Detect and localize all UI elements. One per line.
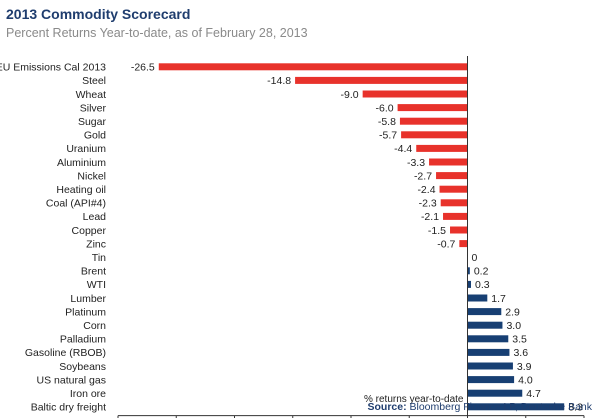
bar-12 bbox=[450, 226, 468, 234]
value-label-13: -0.7 bbox=[437, 238, 455, 250]
bar-11 bbox=[443, 212, 468, 220]
value-label-19: 3.0 bbox=[506, 320, 521, 332]
value-label-2: -9.0 bbox=[341, 89, 359, 101]
category-label-16: WTI bbox=[87, 279, 106, 291]
category-label-25: Baltic dry freight bbox=[31, 402, 106, 414]
bar-8 bbox=[436, 172, 468, 180]
value-label-11: -2.1 bbox=[421, 211, 439, 223]
value-label-0: -26.5 bbox=[131, 62, 155, 74]
bar-5 bbox=[401, 131, 468, 139]
bar-20 bbox=[467, 335, 509, 343]
value-label-7: -3.3 bbox=[407, 157, 425, 169]
category-label-4: Sugar bbox=[78, 116, 107, 128]
category-label-21: Gasoline (RBOB) bbox=[25, 347, 106, 359]
bar-9 bbox=[439, 185, 468, 193]
bar-18 bbox=[467, 308, 502, 316]
bar-17 bbox=[467, 294, 488, 302]
bar-15 bbox=[467, 267, 470, 275]
category-label-7: Aluminium bbox=[57, 157, 106, 169]
category-label-11: Lead bbox=[83, 211, 107, 223]
value-label-6: -4.4 bbox=[394, 143, 412, 155]
value-label-16: 0.3 bbox=[475, 279, 490, 291]
bar-7 bbox=[429, 158, 468, 166]
category-label-15: Brent bbox=[81, 266, 106, 278]
value-label-5: -5.7 bbox=[379, 130, 397, 142]
source-label: Source: bbox=[367, 401, 407, 413]
bar-2 bbox=[362, 90, 468, 98]
category-label-1: Steel bbox=[82, 75, 106, 87]
bar-1 bbox=[295, 76, 468, 84]
source-note: Source: Bloomberg Finance LP, Deutsche B… bbox=[367, 401, 592, 413]
category-label-22: Soybeans bbox=[59, 361, 106, 373]
category-label-23: US natural gas bbox=[37, 374, 106, 386]
value-labels-group: -26.5 -14.8 -9.0 -6.0 -5.8 -5.7-4.4 -3.3-2.7 -2… bbox=[131, 62, 583, 414]
value-label-18: 2.9 bbox=[505, 306, 520, 318]
category-label-13: Zinc bbox=[86, 238, 106, 250]
category-label-3: Silver bbox=[80, 102, 107, 114]
value-label-4: -5.8 bbox=[378, 116, 396, 128]
category-label-9: Heating oil bbox=[56, 184, 106, 196]
category-label-12: Copper bbox=[72, 225, 107, 237]
category-label-19: Corn bbox=[83, 320, 106, 332]
value-label-1: -14.8 bbox=[267, 75, 291, 87]
category-label-0: EU Emissions Cal 2013 bbox=[0, 62, 106, 74]
value-label-14: 0 bbox=[472, 252, 478, 264]
value-label-9: -2.4 bbox=[417, 184, 435, 196]
bar-16 bbox=[467, 280, 471, 288]
chart-title: 2013 Commodity Scorecard bbox=[6, 6, 191, 22]
category-label-20: Palladium bbox=[60, 334, 106, 346]
chart-annotation: % returns year-to-date bbox=[364, 394, 464, 405]
category-label-10: Coal (API#4) bbox=[46, 198, 106, 210]
value-label-10: -2.3 bbox=[419, 198, 437, 210]
bar-22 bbox=[467, 362, 513, 370]
value-label-24: 4.7 bbox=[526, 388, 541, 400]
bar-19 bbox=[467, 321, 503, 329]
category-label-24: Iron ore bbox=[70, 388, 106, 400]
category-label-6: Uranium bbox=[66, 143, 106, 155]
value-label-15: 0.2 bbox=[474, 266, 489, 278]
category-label-18: Platinum bbox=[65, 306, 106, 318]
value-label-3: -6.0 bbox=[376, 102, 394, 114]
value-label-17: 1.7 bbox=[491, 293, 506, 305]
value-label-8: -2.7 bbox=[414, 170, 432, 182]
bars-group bbox=[158, 63, 565, 411]
bar-21 bbox=[467, 348, 510, 356]
bar-10 bbox=[440, 199, 468, 207]
category-label-14: Tin bbox=[92, 252, 106, 264]
value-label-21: 3.6 bbox=[513, 347, 528, 359]
bar-4 bbox=[399, 117, 468, 125]
category-label-17: Lumber bbox=[70, 293, 106, 305]
value-label-23: 4.0 bbox=[518, 374, 533, 386]
chart-subtitle: Percent Returns Year-to-date, as of Febr… bbox=[6, 26, 308, 40]
value-label-12: -1.5 bbox=[428, 225, 446, 237]
value-label-22: 3.9 bbox=[517, 361, 532, 373]
value-label-25: 8.3 bbox=[568, 402, 583, 414]
bar-6 bbox=[416, 144, 468, 152]
bar-0 bbox=[158, 63, 468, 71]
value-label-20: 3.5 bbox=[512, 334, 527, 346]
category-label-2: Wheat bbox=[76, 89, 106, 101]
bar-23 bbox=[467, 376, 515, 384]
bar-24 bbox=[467, 389, 523, 397]
category-label-5: Gold bbox=[84, 130, 106, 142]
source-text: Bloomberg Finance LP, Deutsche Bank bbox=[409, 401, 593, 413]
bar-3 bbox=[397, 104, 468, 112]
category-label-8: Nickel bbox=[77, 170, 106, 182]
bar-13 bbox=[459, 240, 468, 248]
bar-25 bbox=[467, 403, 565, 411]
